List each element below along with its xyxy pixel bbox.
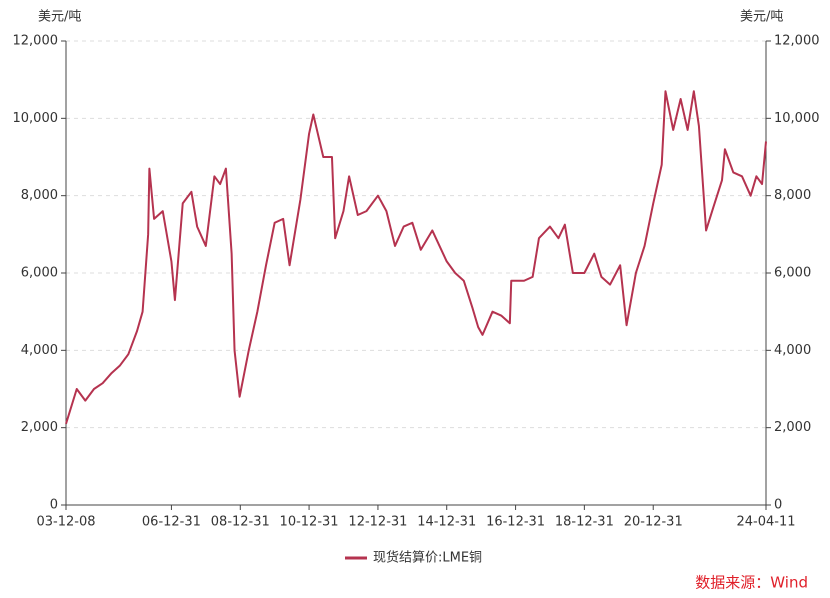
x-tick-label: 24-04-11 — [736, 515, 795, 530]
legend-label: 现货结算价:LME铜 — [373, 550, 482, 566]
x-tick-label: 06-12-31 — [142, 515, 201, 530]
y-tick-label: 10,000 — [13, 111, 59, 126]
y2-tick-label: 10,000 — [774, 111, 820, 126]
y-tick-label: 8,000 — [21, 188, 58, 203]
x-tick-label: 18-12-31 — [555, 515, 614, 530]
y2-axis-unit: 美元/吨 — [740, 10, 783, 25]
x-tick-label: 14-12-31 — [417, 515, 476, 530]
y-tick-label: 2,000 — [21, 420, 58, 435]
y2-tick-label: 4,000 — [774, 343, 811, 358]
y-tick-label: 4,000 — [21, 343, 58, 358]
y2-tick-label: 8,000 — [774, 188, 811, 203]
y-tick-label: 0 — [50, 498, 58, 513]
y2-tick-label: 6,000 — [774, 266, 811, 281]
source-note: 数据来源：Wind — [695, 574, 808, 592]
y2-tick-label: 12,000 — [774, 34, 820, 49]
x-tick-label: 10-12-31 — [280, 515, 339, 530]
y2-tick-label: 0 — [774, 498, 782, 513]
line-series — [65, 90, 767, 425]
x-tick-label: 20-12-31 — [624, 515, 683, 530]
y2-tick-label: 2,000 — [774, 420, 811, 435]
x-tick-label: 12-12-31 — [348, 515, 407, 530]
x-tick-label: 03-12-08 — [36, 515, 95, 530]
y-axis-unit: 美元/吨 — [38, 10, 81, 25]
y-tick-label: 6,000 — [21, 266, 58, 281]
x-tick-label: 16-12-31 — [486, 515, 545, 530]
x-tick-label: 08-12-31 — [211, 515, 270, 530]
y-tick-label: 12,000 — [13, 34, 59, 49]
